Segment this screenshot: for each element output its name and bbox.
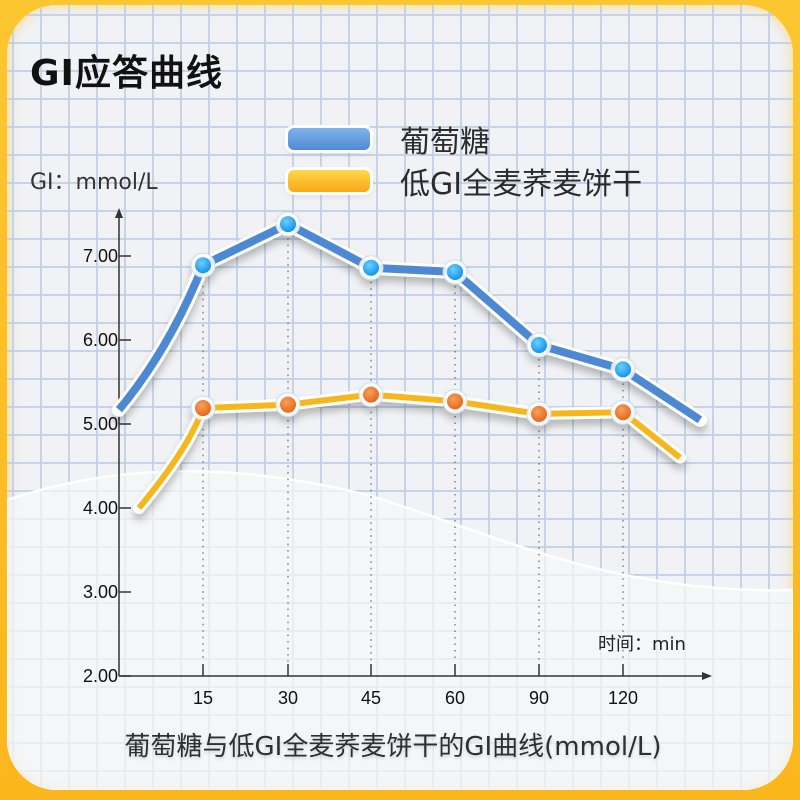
data-point-marker: [615, 361, 631, 378]
data-point-marker: [531, 405, 547, 422]
y-tick-label: 7.00: [83, 246, 118, 266]
page-title: GI应答曲线: [30, 53, 223, 94]
data-point-marker: [195, 257, 211, 274]
tick-labels: 2.00 3.00 4.00 5.00 6.00 7.00 15 30 45 60 90 120: [83, 246, 638, 708]
axes: [115, 208, 712, 680]
x-tick-label: 45: [361, 688, 381, 708]
y-tick-label: 3.00: [83, 582, 118, 602]
data-point-marker: [363, 386, 379, 403]
data-point-marker: [280, 216, 296, 233]
data-point-marker: [363, 259, 379, 276]
legend-label-cookie: 低GI全麦荞麦饼干: [400, 167, 643, 202]
background-wave: [7, 470, 793, 790]
y-tick-label: 2.00: [83, 666, 118, 686]
legend-swatch-cookie: [288, 170, 370, 192]
legend-item-cookie: 低GI全麦荞麦饼干: [288, 160, 642, 202]
data-point-marker: [195, 400, 211, 417]
y-tick-label: 6.00: [83, 330, 118, 350]
legend-swatch-glucose: [288, 128, 370, 150]
series-lines: [112, 211, 707, 514]
cookie-series: [133, 382, 686, 514]
legend-item-glucose: 葡萄糖: [288, 118, 642, 160]
data-point-marker: [447, 393, 463, 410]
x-tick-label: 15: [193, 688, 213, 708]
y-axis-label: GI：mmol/L: [30, 170, 158, 195]
x-tick-label: 60: [445, 688, 465, 708]
y-tick-label: 5.00: [83, 414, 118, 434]
x-tick-label: 120: [608, 688, 638, 708]
chart-caption: 葡萄糖与低GI全麦荞麦饼干的GI曲线(mmol/L): [124, 732, 662, 762]
data-point-marker: [531, 337, 547, 354]
x-tick-label: 90: [529, 688, 549, 708]
data-point-marker: [280, 396, 296, 413]
x-axis-label: 时间：min: [598, 634, 686, 655]
y-tick-label: 4.00: [83, 498, 118, 518]
data-point-marker: [447, 263, 463, 280]
data-point-marker: [615, 404, 631, 421]
legend-label-glucose: 葡萄糖: [400, 125, 490, 160]
dotted-guides: [202, 238, 624, 662]
glucose-series: [112, 211, 707, 427]
x-tick-label: 30: [278, 688, 298, 708]
legend: 葡萄糖 低GI全麦荞麦饼干: [288, 118, 642, 202]
